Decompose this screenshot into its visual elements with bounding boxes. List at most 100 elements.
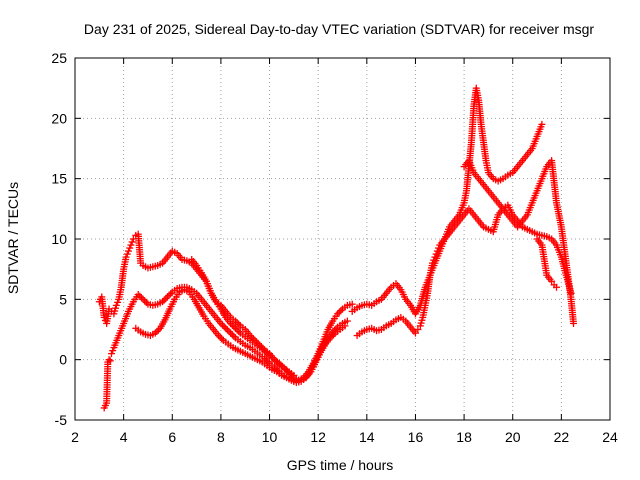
data-point-arc-b	[222, 324, 230, 332]
data-point-arc-h	[548, 277, 556, 285]
data-point-arc-d	[303, 372, 311, 380]
data-point-arc-i	[105, 356, 113, 364]
data-point-arc-d	[264, 350, 272, 358]
y-tick-label: -5	[55, 412, 68, 428]
y-tick-label: 20	[51, 110, 67, 126]
data-point-arc-d	[272, 357, 280, 365]
data-point-arc-b	[167, 290, 175, 298]
data-point-arc-a	[233, 319, 241, 327]
data-point-arc-b	[134, 291, 142, 299]
data-point-arc-d	[288, 372, 296, 380]
data-point-arc-c	[154, 326, 162, 334]
data-point-arc-b	[136, 292, 144, 300]
data-point-arc-c	[328, 332, 336, 340]
data-point-arc-f	[430, 256, 438, 264]
data-point-arc-f	[432, 250, 440, 258]
data-point-arc-b	[217, 319, 225, 327]
data-point-arc-i	[106, 357, 114, 365]
data-point-arc-d	[280, 364, 288, 372]
data-point-arc-f	[431, 253, 439, 261]
data-point-arc-a	[123, 250, 131, 258]
data-point-arc-h	[553, 283, 560, 291]
data-point-arc-c	[216, 333, 224, 341]
data-point-arc-b	[343, 317, 351, 325]
data-point-arc-a	[235, 320, 243, 328]
x-tick-label: 18	[456, 429, 472, 445]
data-point-arc-f	[435, 244, 443, 252]
data-points	[95, 84, 578, 412]
data-point-arc-b	[219, 321, 227, 329]
data-point-arc-b	[225, 328, 233, 336]
y-tick-label: 0	[59, 352, 67, 368]
data-point-arc-b	[165, 291, 173, 299]
data-point-arc-b	[109, 347, 117, 355]
data-point-arc-d	[274, 359, 282, 367]
data-point-arc-d	[337, 307, 345, 315]
x-tick-label: 6	[168, 429, 176, 445]
data-point-arc-a	[114, 298, 122, 306]
axis-ticks	[74, 57, 611, 421]
data-point-arc-d	[228, 321, 236, 329]
data-point-arc-d	[348, 300, 356, 308]
data-point-arc-d	[283, 367, 291, 375]
data-point-arc-b	[139, 295, 147, 303]
data-point-arc-d	[232, 324, 239, 332]
y-axis-label: SDTVAR / TECUs	[5, 182, 21, 294]
data-point-arc-d	[262, 349, 270, 357]
data-point-arc-b	[262, 356, 270, 364]
data-point-arc-b	[137, 294, 145, 302]
data-point-arc-d	[230, 323, 238, 331]
data-point-arc-b	[163, 293, 171, 301]
data-point-arc-d	[335, 308, 343, 316]
data-point-arc-d	[301, 373, 309, 381]
data-point-arc-a	[126, 244, 134, 252]
data-point-arc-b	[141, 297, 149, 305]
data-point-arc-b	[160, 296, 168, 304]
y-tick-label: 5	[59, 291, 67, 307]
x-tick-label: 2	[71, 429, 79, 445]
data-point-arc-a	[122, 253, 130, 261]
y-tick-label: 10	[51, 231, 67, 247]
data-point-arc-f	[411, 329, 419, 337]
x-tick-label: 8	[217, 429, 225, 445]
x-tick-label: 12	[310, 429, 326, 445]
y-tick-label: 15	[51, 171, 67, 187]
data-point-arc-c	[153, 328, 161, 336]
data-point-arc-c	[214, 332, 222, 340]
data-point-arc-d	[261, 347, 269, 355]
data-point-arc-b	[159, 298, 167, 306]
data-point-arc-a	[248, 333, 256, 341]
data-point-arc-c	[330, 331, 338, 339]
x-tick-labels: 2 4 6 8 10 12 14 16 18 20 22 24	[71, 429, 618, 445]
x-tick-label: 16	[408, 429, 424, 445]
data-point-arc-g	[570, 319, 578, 327]
data-point-arc-a	[125, 247, 132, 255]
data-point-arc-b	[162, 295, 170, 303]
data-point-arc-c	[218, 335, 226, 343]
data-point-arc-d	[334, 310, 342, 318]
y-tick-labels: -5 0 5 10 15 20 25	[51, 50, 67, 428]
data-point-arc-e	[538, 120, 546, 128]
grid	[75, 58, 610, 420]
data-point-arc-d	[282, 366, 290, 374]
x-tick-label: 4	[120, 429, 128, 445]
chart-title: Day 231 of 2025, Sidereal Day-to-day VTE…	[84, 21, 594, 37]
data-point-arc-c	[326, 334, 334, 342]
data-point-arc-d	[227, 319, 235, 327]
data-point-arc-d	[235, 328, 243, 336]
data-point-arc-b	[107, 350, 115, 358]
y-tick-label: 25	[51, 50, 67, 66]
x-tick-label: 22	[554, 429, 570, 445]
data-point-arc-d	[287, 371, 295, 379]
data-point-arc-a	[128, 238, 136, 246]
data-point-arc-f	[414, 326, 422, 333]
data-point-arc-a	[127, 241, 135, 249]
data-point-arc-a	[100, 313, 108, 321]
data-point-arc-d	[233, 326, 241, 334]
data-point-arc-f	[433, 247, 441, 255]
x-tick-label: 20	[505, 429, 521, 445]
data-point-arc-b	[223, 326, 231, 334]
data-point-arc-b	[227, 329, 235, 337]
data-point-arc-d	[300, 375, 308, 383]
